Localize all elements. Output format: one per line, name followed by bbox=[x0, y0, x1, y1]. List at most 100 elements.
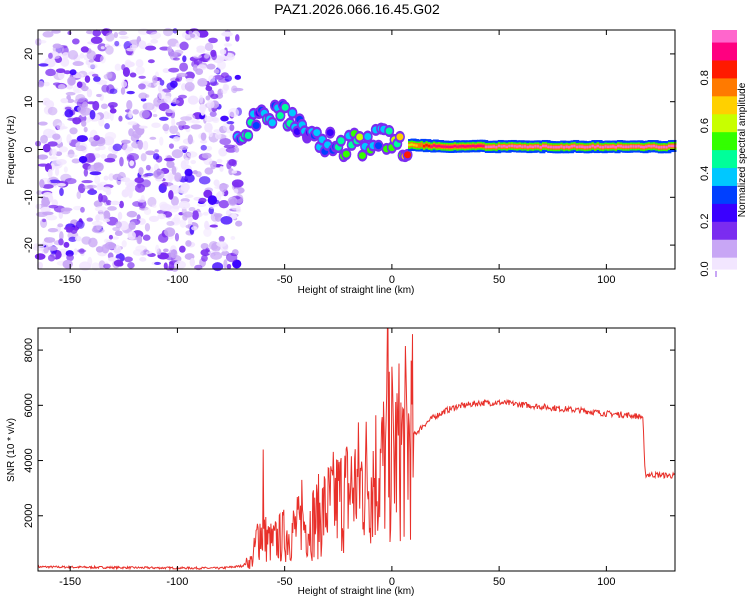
colorbar-tick-label: 0.4 bbox=[699, 166, 711, 181]
spectrogram-noise-blob bbox=[67, 31, 72, 35]
spectrogram-noise-blob bbox=[87, 256, 93, 267]
spectrogram-noise-blob bbox=[211, 117, 220, 124]
spectrogram-noise-blob bbox=[114, 230, 123, 237]
spectrogram-noise-blob bbox=[163, 262, 168, 270]
snr-panel: -150 -100 -50 0 50 100 2000 4000 6000 8000 Heigh… bbox=[6, 327, 676, 597]
spectrogram-noise-blob bbox=[200, 132, 207, 141]
spectrogram-noise-blob bbox=[69, 127, 78, 135]
spectrogram-noise-blob bbox=[192, 210, 199, 221]
colorbar-stripe bbox=[712, 53, 737, 58]
spectrogram-track-blob bbox=[396, 133, 404, 141]
colorbar-stripe bbox=[712, 179, 737, 183]
colorbar-stripe bbox=[712, 209, 737, 213]
colorbar-stripe bbox=[712, 50, 737, 55]
spectrogram-noise-blob bbox=[162, 68, 170, 74]
spectrogram-noise-blob bbox=[208, 74, 216, 84]
spectrogram-noise-blob bbox=[37, 80, 45, 88]
spectrogram-noise-blob bbox=[47, 228, 59, 233]
colorbar-stripe bbox=[712, 233, 737, 237]
spectrogram-noise-blob bbox=[98, 145, 106, 151]
spectrogram-noise-blob bbox=[95, 214, 100, 223]
spectrogram-noise-blob bbox=[91, 73, 99, 77]
colorbar-stripe bbox=[712, 149, 737, 154]
spectrogram-noise-blob bbox=[101, 84, 110, 93]
spectrogram-noise-blob bbox=[105, 45, 114, 55]
snr-x-tick-label: -50 bbox=[277, 576, 293, 588]
spectrogram-noise-blob bbox=[168, 190, 174, 200]
colorbar-tick-label: 0.6 bbox=[699, 118, 711, 133]
spectrogram-noise-blob bbox=[220, 115, 229, 122]
colorbar-stripe bbox=[712, 170, 737, 174]
spectrogram-noise-blob bbox=[60, 98, 69, 104]
spectrogram-noise-blob bbox=[207, 89, 215, 98]
spectrogram-noise-blob bbox=[129, 72, 137, 78]
colorbar-stripe bbox=[712, 260, 737, 264]
spectrogram-noise-blob bbox=[213, 213, 223, 218]
spectrogram-noise-blob bbox=[100, 103, 108, 110]
spectrogram-noise-blob bbox=[152, 153, 160, 160]
spectrogram-track-blob bbox=[313, 129, 321, 137]
colorbar-tick-label: 0.8 bbox=[699, 70, 711, 85]
spectrogram-noise-blob bbox=[219, 138, 232, 146]
spectrogram-noise-blob bbox=[118, 31, 128, 36]
spectrogram-noise-blob bbox=[187, 95, 199, 105]
spectrogram-noise-blob bbox=[152, 75, 158, 84]
spectrogram-noise-blob bbox=[143, 207, 152, 216]
spectrogram-noise-blob bbox=[107, 206, 117, 211]
spectrogram-noise-blob bbox=[69, 69, 77, 76]
colorbar-stripe bbox=[712, 44, 737, 49]
spectrogram-noise-blob bbox=[52, 43, 62, 49]
spectrogram-noise-blob bbox=[142, 140, 149, 151]
colorbar-stripe bbox=[712, 122, 737, 127]
spectrogram-noise-blob bbox=[235, 220, 243, 227]
spectrogram-noise-blob bbox=[67, 50, 79, 60]
spectrogram-noise-blob bbox=[115, 221, 122, 229]
spectrogram-noise-blob bbox=[66, 254, 74, 262]
spectrogram-noise-blob bbox=[228, 168, 234, 176]
spectrogram-noise-blob bbox=[107, 101, 118, 108]
spectrogram-noise-blob bbox=[73, 248, 78, 256]
colorbar-stripe bbox=[712, 89, 737, 94]
spectrogram-noise-blob bbox=[147, 59, 155, 64]
spectrogram-noise-blob bbox=[63, 70, 72, 75]
spectrogram-noise-blob bbox=[63, 241, 70, 248]
spectrogram-noise-blob bbox=[178, 120, 187, 126]
spectrogram-noise-blob bbox=[184, 71, 195, 80]
spectrogram-noise-blob bbox=[175, 97, 184, 107]
colorbar-stripe bbox=[712, 191, 737, 195]
spectrogram-noise-blob bbox=[87, 189, 98, 196]
spectrogram-noise-blob bbox=[66, 84, 72, 89]
spectrogram-noise-blob bbox=[228, 107, 240, 118]
spectrogram-x-tick-label: 100 bbox=[597, 274, 615, 286]
spectrogram-noise-blob bbox=[209, 111, 217, 118]
spectrogram-noise-blob bbox=[103, 73, 113, 80]
spectrogram-noise-blob bbox=[138, 83, 146, 90]
colorbar-stripe bbox=[712, 221, 737, 225]
spectrogram-noise-blob bbox=[181, 124, 190, 130]
spectrogram-noise-blob bbox=[127, 121, 138, 126]
spectrogram-noise-blob bbox=[74, 235, 82, 242]
spectrogram-noise-blob bbox=[144, 94, 150, 98]
spectrogram-noise-blob bbox=[98, 193, 103, 203]
spectrogram-noise-blob bbox=[132, 130, 142, 139]
spectrogram-noise-blob bbox=[121, 139, 131, 144]
colorbar-stripe bbox=[712, 203, 737, 207]
spectrogram-noise-blob bbox=[184, 81, 195, 92]
snr-y-tick-label: 8000 bbox=[23, 338, 35, 362]
spectrogram-y-tick-label: 20 bbox=[23, 48, 35, 60]
spectrogram-noise-blob bbox=[175, 42, 181, 48]
colorbar-label: Normalized spectral amplitude bbox=[737, 82, 748, 217]
snr-y-ticks: 2000 4000 6000 8000 bbox=[23, 338, 675, 528]
spectrogram-noise-blob bbox=[222, 122, 230, 132]
spectrogram-noise-blob bbox=[231, 170, 238, 174]
spectrogram-noise-blob bbox=[217, 190, 225, 197]
spectrogram-noise-blob bbox=[95, 246, 104, 253]
spectrogram-noise-blob bbox=[60, 207, 71, 215]
spectrogram-band-core bbox=[670, 144, 677, 148]
colorbar-stripe bbox=[712, 161, 737, 166]
spectrogram-noise-blob bbox=[76, 135, 88, 143]
spectrogram-noise-blob bbox=[42, 218, 47, 223]
colorbar-stripe bbox=[712, 41, 737, 46]
